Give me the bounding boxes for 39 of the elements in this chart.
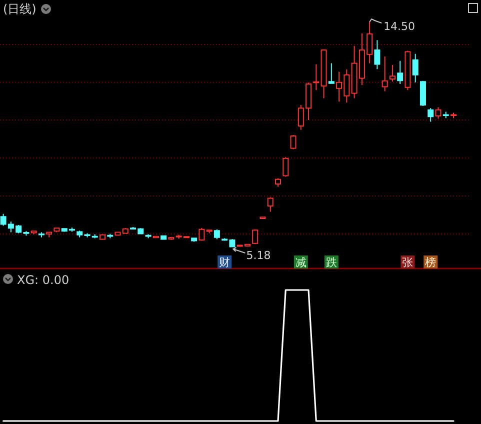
candlestick	[214, 228, 220, 240]
candlestick	[107, 233, 114, 239]
candlestick	[442, 111, 449, 119]
candlestick	[92, 234, 98, 239]
candlestick	[191, 237, 198, 242]
candlestick	[145, 234, 152, 239]
chart-title: XG: 0.00	[17, 273, 70, 287]
candlestick	[38, 232, 44, 238]
text: 5.18	[246, 249, 271, 262]
candlestick	[420, 80, 426, 107]
candlestick	[160, 234, 167, 240]
candlestick	[313, 64, 320, 91]
candlestick	[267, 196, 274, 212]
candlestick	[450, 112, 456, 119]
candlestick	[290, 134, 296, 150]
chart-title: (日线)	[3, 2, 36, 16]
candlestick	[168, 237, 174, 240]
candlestick	[198, 227, 205, 242]
candlestick	[252, 228, 258, 245]
candlestick	[282, 156, 289, 178]
candlestick	[374, 40, 380, 70]
candlestick	[397, 60, 404, 85]
candlestick	[389, 64, 396, 82]
candlestick	[260, 216, 266, 220]
candlestick	[404, 50, 411, 91]
candlestick	[46, 232, 52, 238]
candlestick	[30, 230, 37, 235]
candlestick	[382, 56, 388, 92]
candlestick	[320, 48, 327, 99]
candlestick	[412, 53, 418, 83]
candlestick	[54, 227, 60, 233]
annotation: 14.50	[384, 20, 416, 33]
candlestick	[152, 236, 159, 238]
candlestick	[275, 178, 281, 188]
candlestick	[206, 229, 212, 234]
candlestick	[328, 62, 334, 84]
candlestick	[99, 234, 106, 240]
candlestick	[435, 106, 442, 120]
candlestick	[428, 108, 434, 122]
